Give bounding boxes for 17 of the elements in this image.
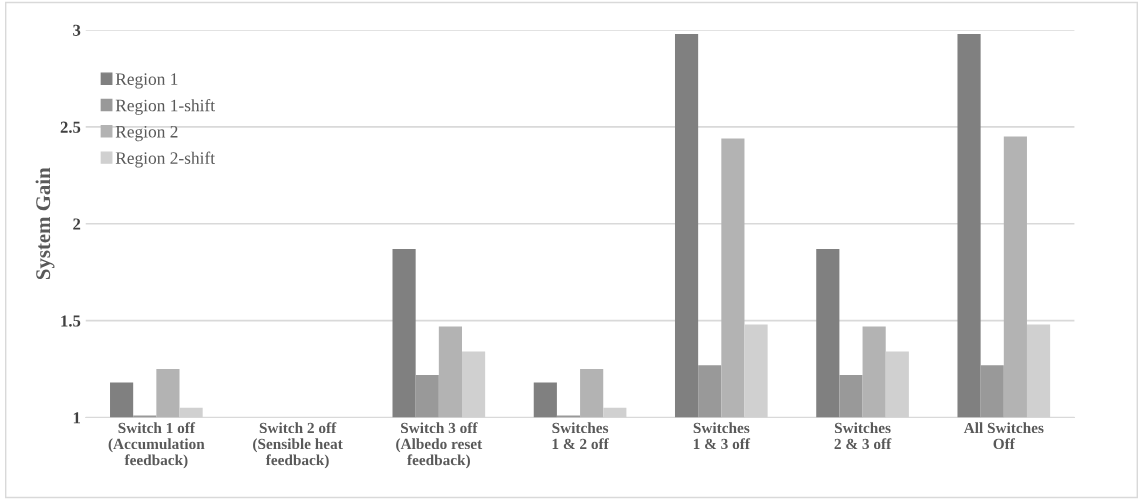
x-tick-label: All Switches Off (963, 422, 1044, 450)
y-tick-label: 1.5 (61, 315, 81, 327)
y-tick-label: 1 (73, 412, 80, 424)
x-tick-label: Switches 2 & 3 off (834, 422, 892, 450)
y-tick-label: 2 (73, 218, 81, 230)
x-tick-label: Switch 1 off (Accumulation feedback) (108, 422, 205, 469)
x-tick-label: Switches 1 & 2 off (552, 422, 609, 450)
legend-label: Region 2-shift (115, 151, 215, 168)
legend-label: Region 1 (115, 73, 178, 89)
x-tick-label: Switch 2 off (Sensible heat feedback) (253, 422, 343, 469)
legend-label: Region 1-shift (115, 98, 215, 115)
y-axis-title: System Gain (35, 167, 55, 280)
x-tick-label: Switch 3 off (Albedo reset feedback) (396, 422, 483, 469)
legend-label: Region 2 (115, 125, 178, 142)
x-tick-label: Switches 1 & 3 off (693, 422, 751, 450)
y-tick-label: 2.5 (60, 121, 81, 133)
y-tick-label: 3 (73, 24, 81, 36)
